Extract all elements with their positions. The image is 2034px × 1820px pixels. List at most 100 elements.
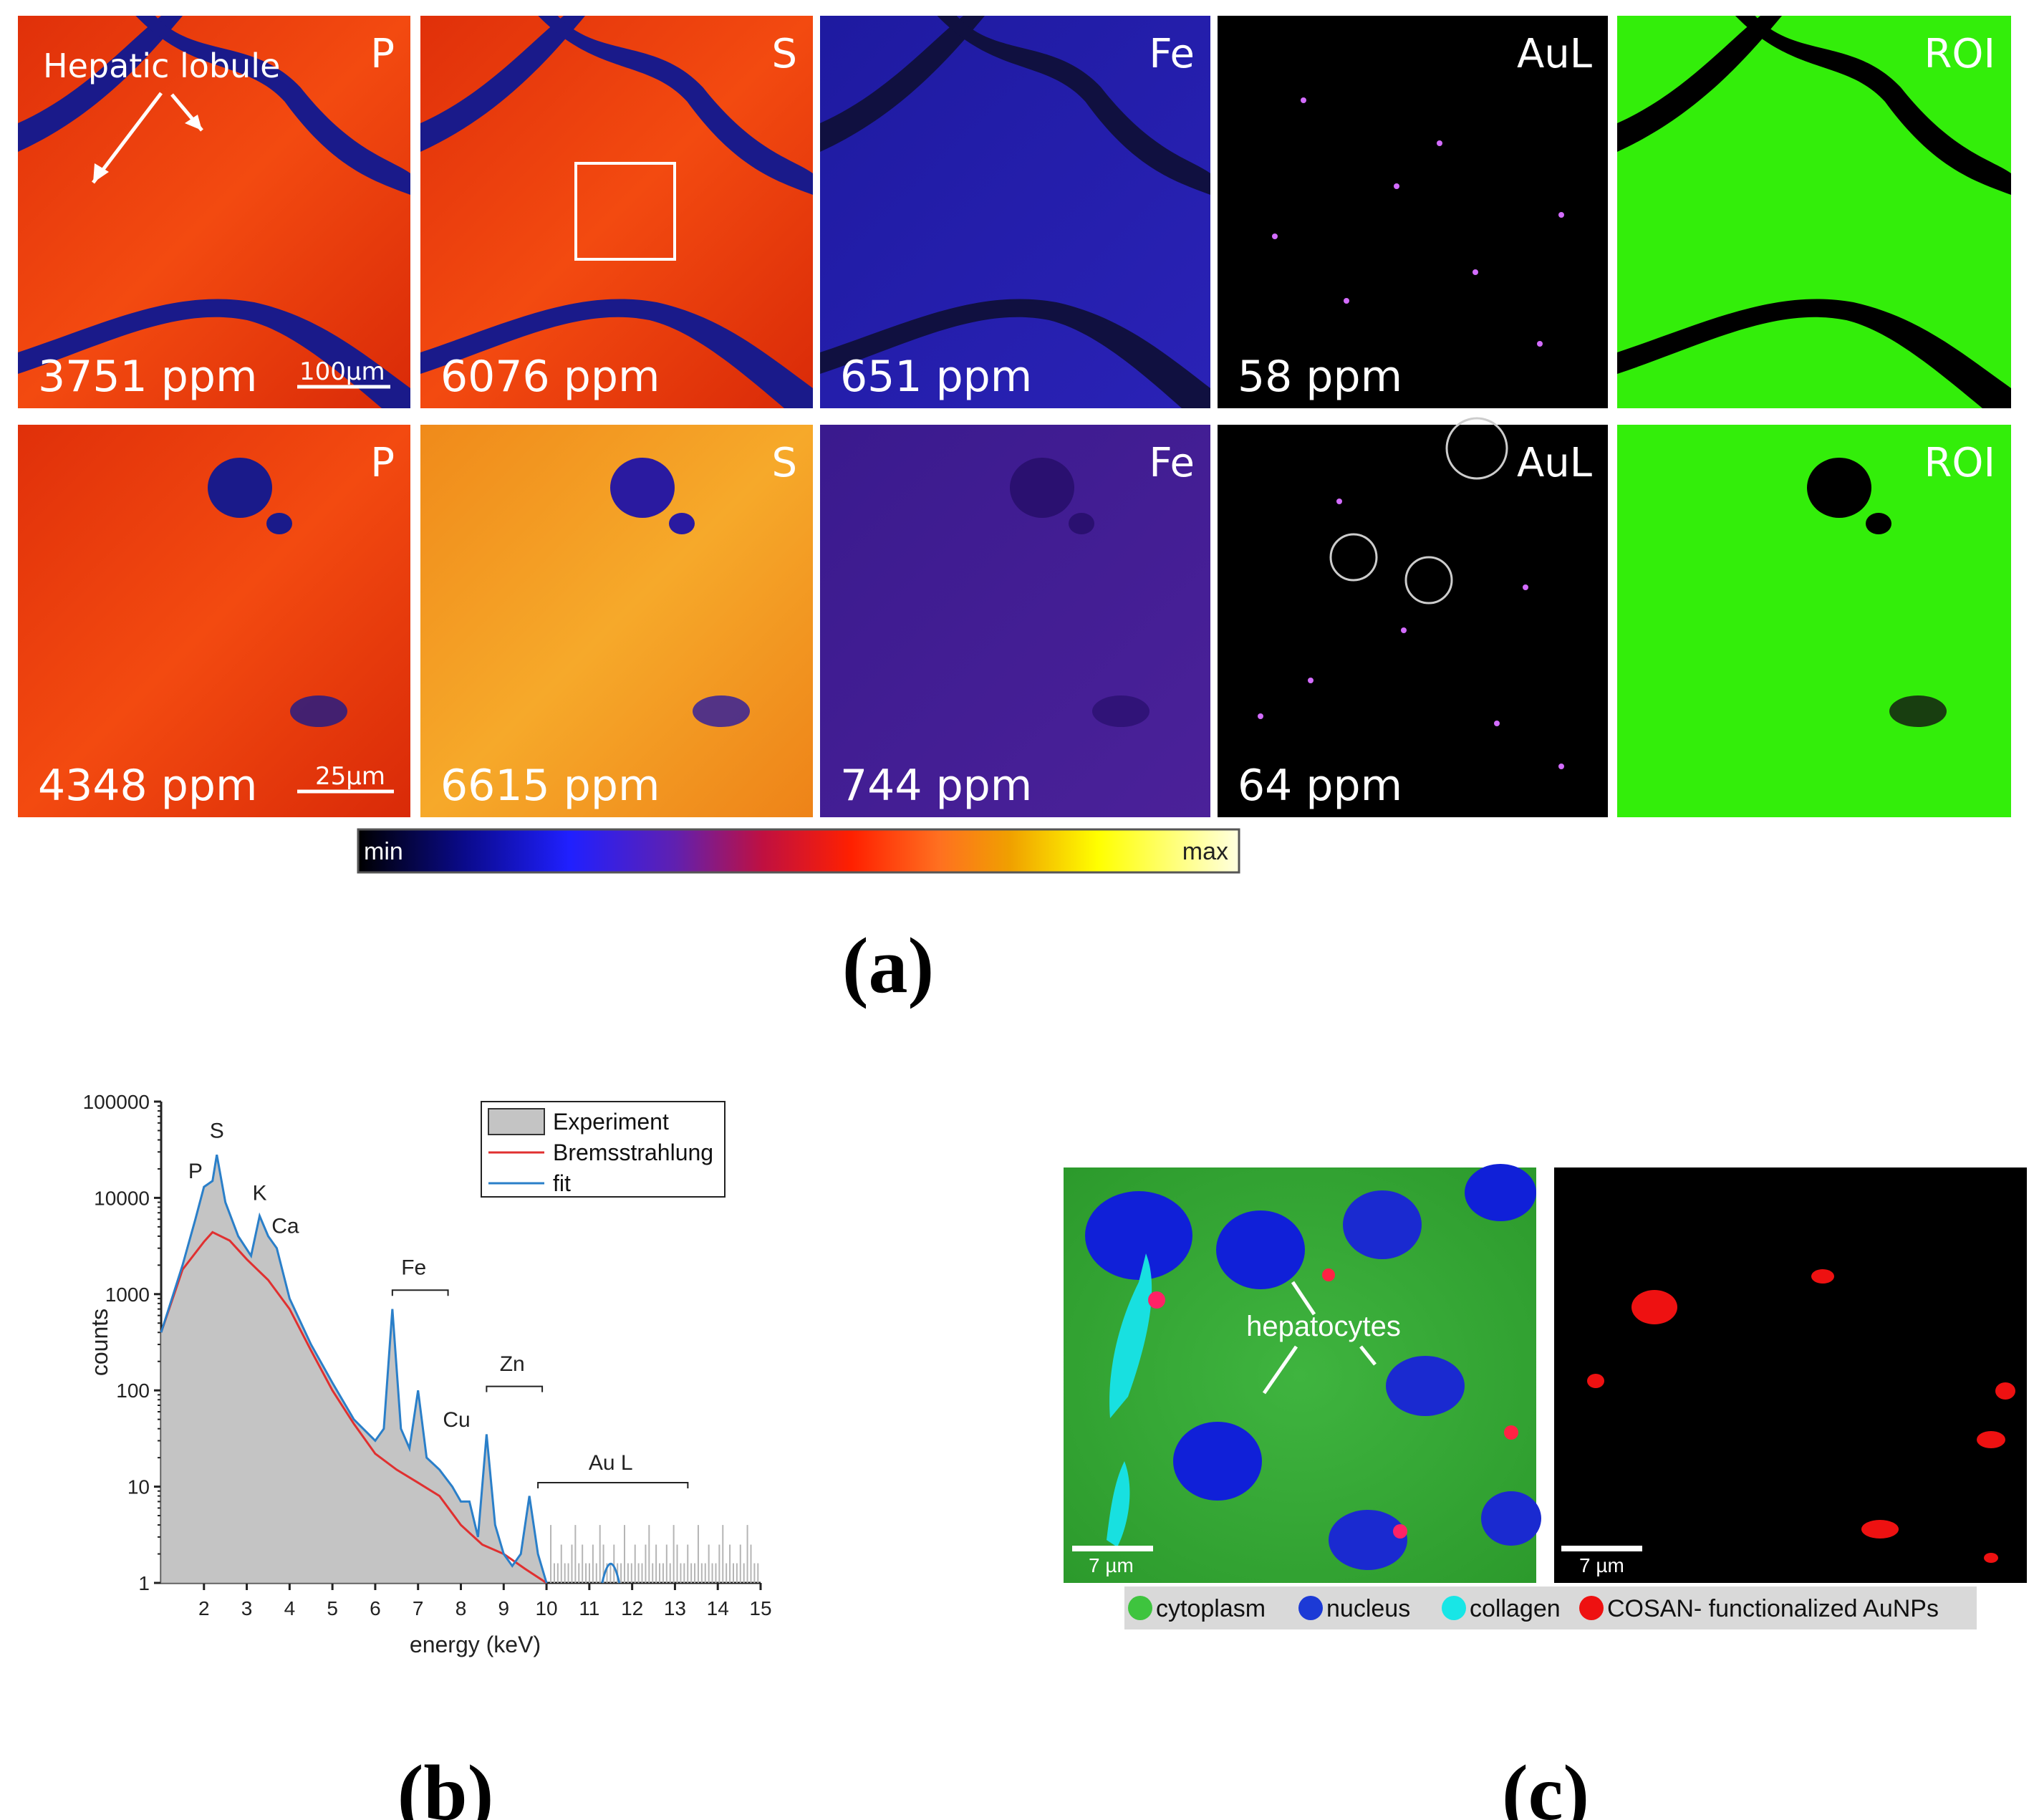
vessel-spot	[1092, 695, 1149, 727]
element-label: Fe	[1149, 440, 1195, 486]
aunp-cluster	[1977, 1431, 2005, 1448]
vessel-spot	[1069, 513, 1094, 534]
ppm-value: 4348 ppm	[38, 761, 257, 811]
legend-entry: Bremsstrahlung	[553, 1140, 713, 1165]
colorbar-min: min	[364, 838, 403, 865]
aunp-circle-3	[1404, 556, 1453, 605]
y-tick-label: 10000	[94, 1187, 150, 1209]
element-label: ROI	[1924, 31, 1995, 77]
peak-label: Cu	[443, 1408, 470, 1432]
y-tick-label: 1000	[105, 1284, 150, 1306]
x-tick-label: 6	[370, 1597, 381, 1619]
vessel-spot	[669, 513, 695, 534]
vessel-channel	[820, 16, 985, 152]
aunp-spot	[1393, 1524, 1407, 1539]
element-label: Fe	[1149, 31, 1195, 77]
au-signal-dot	[1336, 499, 1342, 504]
legend-dot	[1442, 1596, 1466, 1620]
element-label: ROI	[1924, 440, 1995, 486]
aunp-image	[1554, 1167, 2027, 1583]
lobule-arrowhead-2	[185, 115, 202, 130]
x-tick-label: 10	[535, 1597, 557, 1619]
vessel-channel	[1735, 16, 2011, 195]
legend-entry: Experiment	[553, 1109, 669, 1135]
x-tick-label: 14	[707, 1597, 729, 1619]
au-signal-dot	[1344, 298, 1349, 304]
zn-bracket	[486, 1385, 544, 1392]
element-label: P	[370, 31, 395, 77]
vessel-spot	[1889, 695, 1947, 727]
vessel-channel	[420, 16, 585, 152]
aunp-cluster	[1631, 1290, 1677, 1324]
vessel-spot	[290, 695, 347, 727]
y-axis-label: counts	[87, 1309, 112, 1376]
element-map-tile: AuL 64 ppm	[1218, 425, 1608, 817]
vessel-channel	[1218, 16, 1382, 152]
hepatocytes-label: hepatocytes	[1246, 1311, 1401, 1342]
peak-label: Zn	[500, 1352, 525, 1376]
vessel-spot	[693, 695, 750, 727]
element-map-tile: P 3751 ppm	[18, 16, 410, 408]
legend-label: collagen	[1470, 1595, 1561, 1622]
au-signal-dot	[1437, 140, 1442, 146]
vessel-spot	[208, 458, 272, 518]
scale-label-c-right: 7 µm	[1579, 1554, 1624, 1576]
vessel-spot	[1866, 513, 1891, 534]
legend-entry: fit	[553, 1170, 571, 1196]
ppm-value: 651 ppm	[840, 352, 1032, 402]
au-signal-dot	[1494, 721, 1500, 726]
au-signal-dot	[1258, 713, 1263, 719]
map-background	[1218, 425, 1608, 817]
x-tick-label: 11	[579, 1597, 599, 1619]
fe-bracket	[391, 1289, 449, 1296]
panel-c-legend	[1124, 1587, 1977, 1629]
vessel-channel	[1617, 16, 1782, 152]
peak-label: S	[210, 1120, 224, 1143]
panel-c-label: (c)	[1502, 1749, 1589, 1820]
series-fit-aul	[601, 1562, 621, 1584]
aunp-circle-2	[1329, 533, 1378, 582]
nucleus-blob	[1173, 1422, 1262, 1501]
collagen-strand	[1107, 1461, 1130, 1547]
element-label: AuL	[1517, 440, 1592, 486]
peak-label: Ca	[271, 1215, 299, 1238]
au-signal-dot	[1308, 678, 1314, 683]
x-tick-label: 9	[498, 1597, 509, 1619]
scale-label-top: 100µm	[299, 357, 385, 386]
ppm-value: 6076 ppm	[440, 352, 660, 402]
au-signal-dot	[1523, 584, 1528, 590]
element-label: AuL	[1517, 31, 1592, 77]
element-map-tile: Fe 651 ppm	[820, 16, 1210, 408]
au-signal-dot	[1558, 764, 1564, 769]
au-signal-dot	[1272, 233, 1278, 239]
lobule-arrow-1	[92, 92, 163, 184]
nucleus-blob	[1465, 1164, 1536, 1221]
element-map-tile: S 6615 ppm	[420, 425, 813, 817]
vessel-channel	[538, 16, 813, 195]
hepatocyte-arrow	[1291, 1281, 1316, 1316]
nucleus-blob	[1386, 1356, 1465, 1416]
peak-label: K	[252, 1181, 266, 1205]
composite-features	[1085, 1164, 1541, 1570]
ppm-value: 3751 ppm	[38, 352, 257, 402]
hepatocyte-arrow	[1359, 1345, 1377, 1366]
nucleus-blob	[1481, 1491, 1541, 1546]
x-axis-label: energy (keV)	[410, 1632, 541, 1657]
vessel-channel	[937, 16, 1210, 195]
x-tick-label: 15	[749, 1597, 771, 1619]
collagen-strand	[1109, 1253, 1152, 1418]
vessel-channel	[1617, 299, 2011, 408]
legend-label: cytoplasm	[1156, 1595, 1266, 1622]
au-signal-dot	[1473, 269, 1478, 275]
vessel-spot	[266, 513, 292, 534]
ppm-value: 744 ppm	[840, 761, 1032, 811]
au-signal-dot	[1301, 97, 1306, 103]
au-signal-dot	[1401, 627, 1407, 633]
panel-b-spectrum-chart: 1 10 100 1000 10000 100000 2 3 4 5 6 7 8 9 10 11 12 13 14 1…	[83, 1091, 772, 1820]
aunp-cluster	[1984, 1553, 1998, 1563]
element-map-tile: Fe 744 ppm	[820, 425, 1210, 817]
element-map-tile: ROI	[1617, 425, 2011, 817]
series-bremsstrahlung-line	[160, 1231, 547, 1584]
x-tick-label: 5	[327, 1597, 338, 1619]
